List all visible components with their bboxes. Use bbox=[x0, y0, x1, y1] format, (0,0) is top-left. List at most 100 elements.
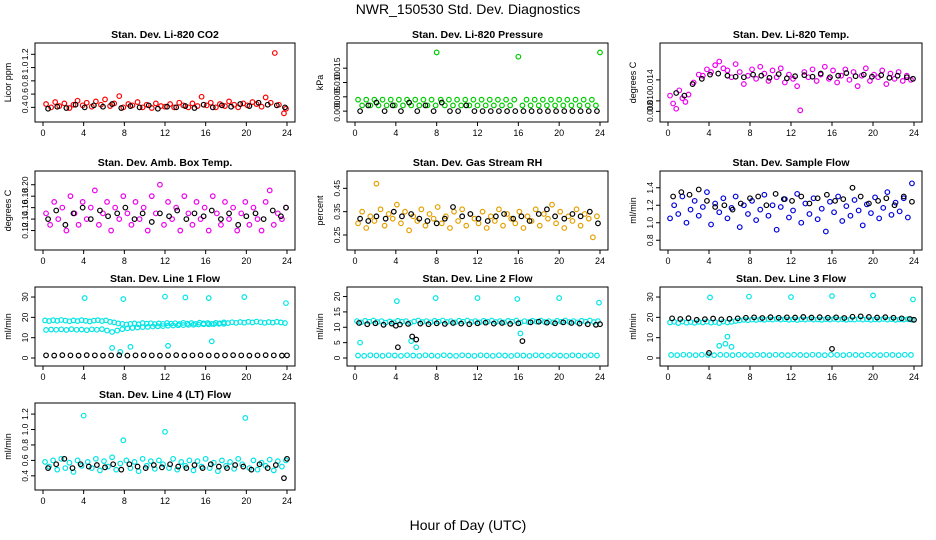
x-tick-label: 4 bbox=[81, 128, 86, 138]
data-point bbox=[127, 343, 134, 350]
data-point bbox=[248, 466, 255, 473]
data-point bbox=[373, 352, 380, 359]
series-2 bbox=[673, 70, 916, 99]
data-point bbox=[823, 191, 830, 198]
data-point bbox=[48, 104, 55, 111]
panel-title: Stan. Dev. Line 2 Flow bbox=[422, 273, 533, 285]
panel-6: Stan. Dev. Sample Flow ml/min 0.8 1.0 1.2 1.4… bbox=[628, 157, 923, 266]
data-point bbox=[96, 221, 102, 228]
data-point bbox=[433, 220, 440, 227]
data-point bbox=[62, 465, 69, 472]
data-point bbox=[418, 206, 425, 213]
data-point bbox=[361, 352, 368, 359]
panel-title: Stan. Dev. Amb. Box Temp. bbox=[98, 157, 233, 169]
data-point bbox=[381, 108, 388, 115]
data-point bbox=[516, 208, 523, 215]
data-point bbox=[878, 72, 885, 79]
data-point bbox=[720, 195, 727, 202]
data-point bbox=[718, 316, 725, 323]
data-point bbox=[821, 63, 828, 70]
data-point bbox=[884, 189, 891, 196]
data-point bbox=[551, 352, 557, 359]
x-tick-label: 24 bbox=[909, 256, 919, 266]
data-point bbox=[557, 352, 564, 359]
data-point bbox=[454, 96, 460, 103]
data-point bbox=[52, 99, 59, 105]
x-tick-label: 16 bbox=[201, 128, 211, 138]
y-axis-label: ml/min bbox=[3, 433, 13, 460]
data-point bbox=[47, 221, 54, 228]
data-point bbox=[379, 352, 386, 359]
data-point bbox=[279, 216, 285, 222]
data-point bbox=[356, 320, 362, 326]
data-point bbox=[173, 352, 180, 359]
series-1 bbox=[667, 180, 915, 235]
data-point bbox=[843, 70, 850, 76]
y-tick-label: 0.014 bbox=[645, 69, 655, 91]
data-point bbox=[222, 103, 228, 109]
data-point bbox=[586, 208, 593, 215]
data-point bbox=[874, 314, 880, 321]
panel-1: Stan. Dev. Li-820 CO2 Licor ppm 0.40.60.8 1… bbox=[3, 29, 296, 138]
data-point bbox=[109, 344, 116, 351]
data-point bbox=[139, 455, 146, 462]
data-point bbox=[230, 204, 237, 211]
series-2 bbox=[357, 204, 601, 227]
data-point bbox=[148, 219, 155, 225]
data-point bbox=[797, 107, 804, 114]
y-axis-label: ml/min bbox=[3, 313, 13, 340]
data-point bbox=[772, 351, 779, 358]
data-point bbox=[433, 320, 440, 327]
data-point bbox=[573, 206, 580, 213]
data-point bbox=[213, 210, 220, 217]
data-point bbox=[178, 459, 185, 465]
data-point bbox=[568, 320, 575, 326]
data-point bbox=[496, 206, 502, 213]
data-point bbox=[712, 200, 719, 207]
data-point bbox=[252, 210, 259, 217]
data-point bbox=[477, 352, 484, 359]
data-point bbox=[416, 215, 423, 222]
data-point bbox=[266, 456, 273, 463]
data-point bbox=[736, 224, 743, 231]
data-point bbox=[686, 352, 693, 358]
data-point bbox=[545, 215, 551, 222]
data-point bbox=[186, 457, 193, 464]
data-point bbox=[73, 326, 80, 333]
data-point bbox=[432, 102, 439, 109]
x-tick-label: 24 bbox=[595, 256, 605, 266]
data-point bbox=[508, 215, 515, 222]
data-point bbox=[119, 326, 126, 333]
y-tick-label: 30 bbox=[645, 292, 655, 302]
data-point bbox=[88, 465, 95, 472]
data-point bbox=[849, 184, 856, 191]
data-point bbox=[278, 213, 284, 220]
data-point bbox=[813, 78, 820, 84]
data-point bbox=[363, 96, 370, 103]
data-point bbox=[698, 75, 705, 82]
data-point bbox=[92, 455, 99, 462]
data-point bbox=[185, 210, 192, 217]
data-point bbox=[79, 199, 86, 205]
data-point bbox=[830, 67, 836, 74]
x-axis-label: Hour of Day (UTC) bbox=[409, 517, 527, 533]
data-point bbox=[594, 352, 600, 359]
data-point bbox=[54, 103, 61, 110]
data-point bbox=[66, 105, 73, 111]
y-tick-label: 10 bbox=[645, 333, 655, 343]
data-point bbox=[544, 319, 550, 326]
data-point bbox=[447, 225, 453, 231]
data-point bbox=[515, 53, 522, 60]
data-point bbox=[842, 66, 849, 73]
y-tick-label: 0.25 bbox=[332, 226, 342, 243]
data-point bbox=[406, 227, 413, 234]
data-point bbox=[131, 459, 138, 465]
data-point bbox=[496, 352, 502, 359]
data-point bbox=[432, 295, 439, 301]
data-point bbox=[208, 338, 215, 345]
data-point bbox=[126, 461, 133, 468]
data-point bbox=[465, 352, 472, 359]
x-tick-label: 4 bbox=[81, 496, 86, 506]
data-point bbox=[740, 74, 747, 81]
data-point bbox=[222, 199, 228, 205]
